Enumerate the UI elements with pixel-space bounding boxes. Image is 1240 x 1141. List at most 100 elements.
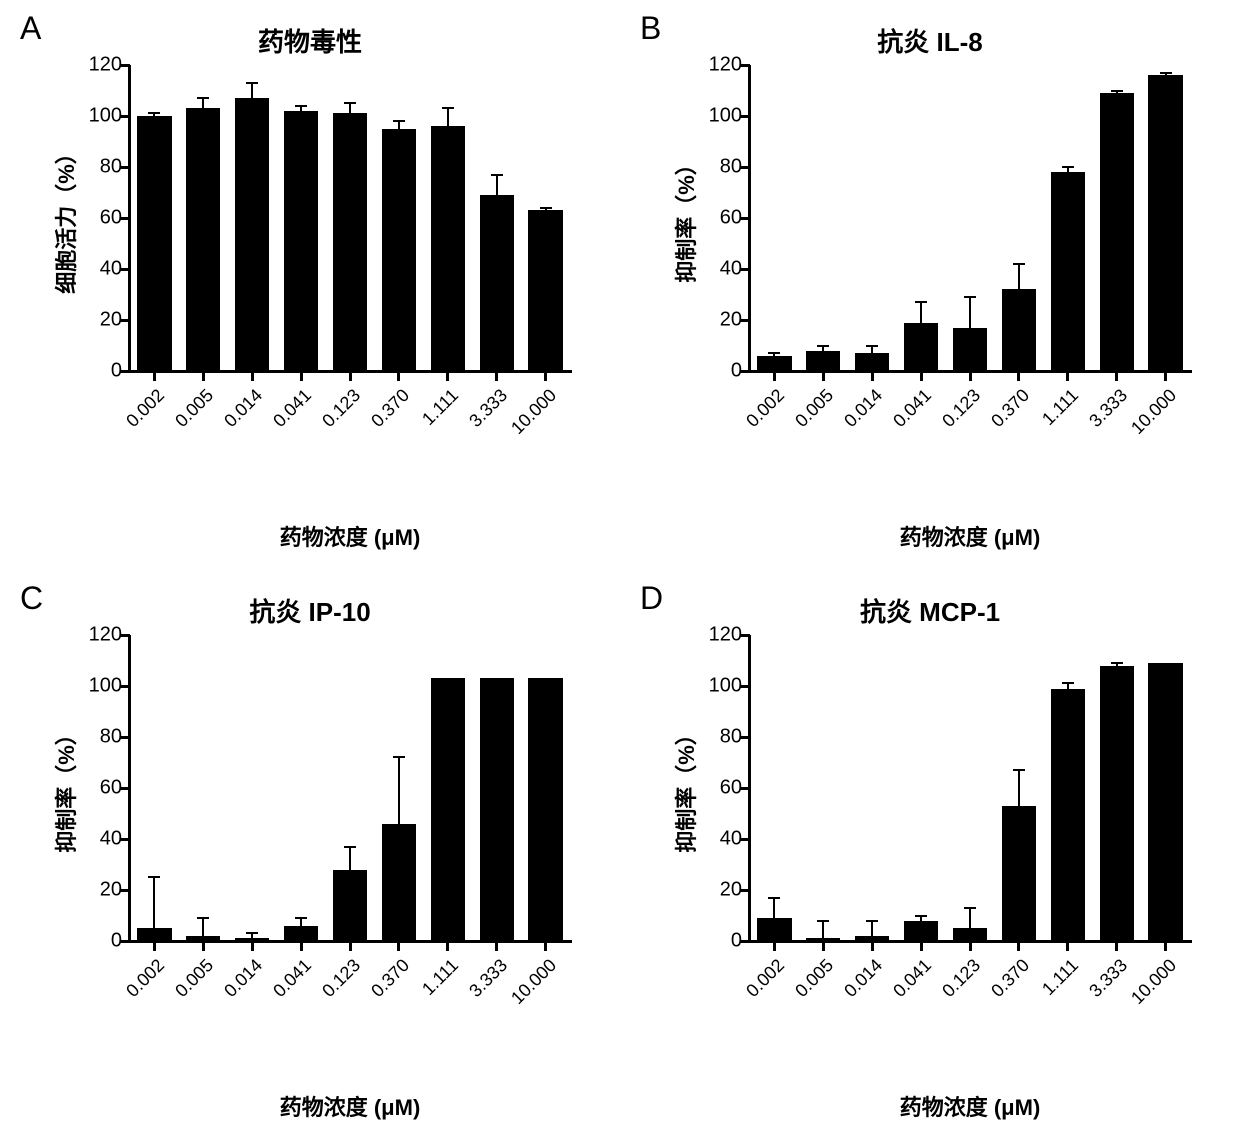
error-cap xyxy=(866,345,878,347)
y-tick-label: 120 xyxy=(82,54,122,77)
bar xyxy=(1002,806,1036,941)
error-cap xyxy=(915,301,927,303)
x-tick xyxy=(822,371,825,381)
x-tick xyxy=(300,941,303,951)
bar xyxy=(1051,689,1085,941)
y-tick-label: 60 xyxy=(82,207,122,230)
bar xyxy=(431,678,465,941)
error-cap xyxy=(964,907,976,909)
y-tick-label: 120 xyxy=(82,624,122,647)
error-cap xyxy=(1111,90,1123,92)
bar xyxy=(1002,289,1036,371)
bar xyxy=(431,126,465,371)
error-cap xyxy=(344,102,356,104)
x-tick xyxy=(251,371,254,381)
x-tick xyxy=(920,941,923,951)
error-cap xyxy=(1111,662,1123,664)
y-tick-label: 20 xyxy=(82,879,122,902)
bar xyxy=(480,678,514,941)
y-tick-label: 20 xyxy=(82,309,122,332)
y-axis-title-C: 抑制率（%） xyxy=(50,635,80,941)
y-tick-label: 0 xyxy=(82,360,122,383)
error-cap xyxy=(442,107,454,109)
x-tick xyxy=(1115,941,1118,951)
panel-D: D 抗炎 MCP-1 抑制率（%） 0204060801001200.0020.… xyxy=(630,580,1230,1125)
x-tick xyxy=(446,941,449,951)
y-tick-label: 40 xyxy=(82,828,122,851)
error-cap xyxy=(148,876,160,878)
error-cap xyxy=(246,932,258,934)
panel-C: C 抗炎 IP-10 抑制率（%） 0204060801001200.0020.… xyxy=(10,580,610,1125)
error-cap xyxy=(817,920,829,922)
x-tick xyxy=(251,941,254,951)
error-bar xyxy=(251,83,253,98)
bar xyxy=(757,918,791,941)
bar xyxy=(1051,172,1085,371)
error-cap xyxy=(1062,682,1074,684)
bar xyxy=(528,678,562,941)
error-bar xyxy=(153,877,155,928)
x-tick xyxy=(544,941,547,951)
y-axis-title-D: 抑制率（%） xyxy=(670,635,700,941)
x-axis-title-B: 药物浓度 (μM) xyxy=(750,520,1190,552)
y-axis-title-A: 细胞活力（%） xyxy=(50,65,80,371)
x-tick xyxy=(495,371,498,381)
error-bar xyxy=(349,847,351,870)
x-tick xyxy=(920,371,923,381)
x-tick xyxy=(153,371,156,381)
error-bar xyxy=(1018,264,1020,290)
figure-root: A 药物毒性 细胞活力（%） 0204060801001200.0020.005… xyxy=(0,0,1240,1141)
error-cap xyxy=(817,345,829,347)
error-cap xyxy=(1013,769,1025,771)
bar xyxy=(953,928,987,941)
x-tick xyxy=(349,941,352,951)
error-bar xyxy=(969,297,971,328)
plot-area-C: 0204060801001200.0020.0050.0140.0410.123… xyxy=(130,635,570,941)
x-tick xyxy=(202,941,205,951)
y-tick-label: 0 xyxy=(702,360,742,383)
bar xyxy=(333,870,367,941)
x-tick xyxy=(773,941,776,951)
error-cap xyxy=(768,352,780,354)
error-bar xyxy=(349,103,351,113)
bar xyxy=(284,926,318,941)
error-bar xyxy=(398,757,400,823)
error-bar xyxy=(447,108,449,126)
y-tick-label: 80 xyxy=(82,726,122,749)
error-bar xyxy=(202,918,204,936)
plot-area-A: 0204060801001200.0020.0050.0140.0410.123… xyxy=(130,65,570,371)
error-cap xyxy=(393,756,405,758)
error-cap xyxy=(1062,166,1074,168)
error-bar xyxy=(773,898,775,918)
bar xyxy=(137,116,171,371)
x-tick xyxy=(969,941,972,951)
error-cap xyxy=(915,915,927,917)
y-tick-label: 120 xyxy=(702,54,742,77)
error-bar xyxy=(496,175,498,195)
bar xyxy=(1100,93,1134,371)
error-cap xyxy=(393,120,405,122)
y-tick-label: 20 xyxy=(702,309,742,332)
bar xyxy=(186,108,220,371)
bar xyxy=(284,111,318,371)
panel-A: A 药物毒性 细胞活力（%） 0204060801001200.0020.005… xyxy=(10,10,610,555)
bars-D xyxy=(750,635,1190,941)
error-cap xyxy=(768,897,780,899)
y-tick-label: 100 xyxy=(702,675,742,698)
x-tick xyxy=(871,941,874,951)
bar xyxy=(757,356,791,371)
x-tick xyxy=(349,371,352,381)
error-bar xyxy=(871,921,873,936)
error-cap xyxy=(964,296,976,298)
plot-area-B: 0204060801001200.0020.0050.0140.0410.123… xyxy=(750,65,1190,371)
error-cap xyxy=(344,846,356,848)
y-tick-label: 80 xyxy=(82,156,122,179)
y-tick-label: 60 xyxy=(702,777,742,800)
bar xyxy=(953,328,987,371)
error-cap xyxy=(197,917,209,919)
error-bar xyxy=(300,918,302,926)
bar xyxy=(137,928,171,941)
x-axis-title-A: 药物浓度 (μM) xyxy=(130,520,570,552)
x-tick xyxy=(969,371,972,381)
error-bar xyxy=(1018,770,1020,806)
